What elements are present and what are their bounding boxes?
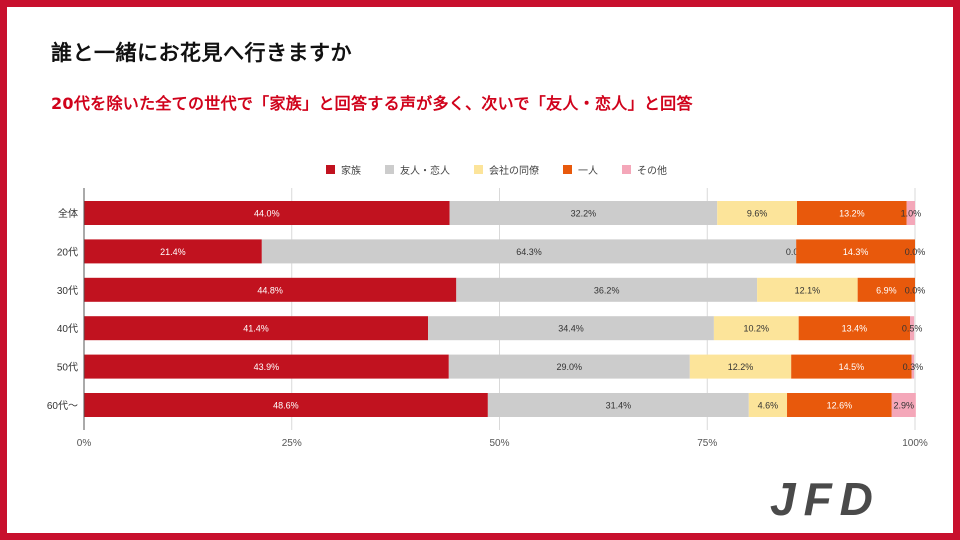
data-label: 9.6% — [747, 209, 768, 219]
legend-label: その他 — [637, 164, 667, 177]
category-label: 50代 — [57, 362, 78, 374]
legend-label: 友人・恋人 — [400, 164, 450, 177]
bar-segment — [787, 393, 892, 417]
data-label: 4.6% — [758, 401, 779, 411]
category-label: 60代〜 — [47, 400, 78, 412]
legend-label: 会社の同僚 — [489, 164, 539, 177]
slide: 誰と一緒にお花見へ行きますか 20代を除いた全ての世代で「家族」と回答する声が多… — [7, 7, 953, 533]
data-label: 34.4% — [558, 324, 584, 334]
data-label: 31.4% — [606, 401, 632, 411]
bar-segment — [911, 354, 915, 379]
data-label: 0.0% — [905, 247, 926, 257]
bar-segment — [428, 316, 714, 341]
data-label: 12.2% — [728, 362, 754, 372]
bar-segment — [261, 239, 797, 264]
category-label: 20代 — [57, 246, 78, 258]
category-label: 40代 — [57, 323, 78, 335]
bar-segment — [84, 239, 262, 264]
bar-segment — [906, 201, 915, 225]
legend-label: 家族 — [341, 164, 361, 177]
legend-label: 一人 — [578, 165, 598, 177]
data-label: 13.4% — [842, 324, 868, 334]
bar-segment — [748, 393, 788, 417]
legend-swatch — [563, 165, 572, 174]
bar-segment — [84, 316, 429, 341]
slide-title: 誰と一緒にお花見へ行きますか — [51, 41, 352, 65]
data-label: 6.9% — [876, 285, 897, 295]
data-label: 48.6% — [273, 401, 299, 411]
data-label: 44.0% — [254, 209, 280, 219]
bar-segment — [757, 277, 858, 302]
bar-segment — [449, 201, 718, 225]
bar-segment — [456, 277, 758, 302]
data-label: 36.2% — [594, 285, 620, 295]
x-tick-label: 100% — [902, 438, 928, 449]
jfd-logo-text: JFD — [770, 475, 881, 523]
data-label: 21.4% — [160, 247, 186, 257]
data-label: 12.6% — [827, 401, 853, 411]
x-tick-label: 50% — [489, 438, 509, 449]
bar-segment — [448, 354, 690, 379]
legend-swatch — [385, 165, 394, 174]
bar-segment — [689, 354, 792, 379]
legend-swatch — [474, 165, 483, 174]
x-tick-label: 75% — [697, 438, 717, 449]
data-label: 10.2% — [744, 324, 770, 334]
bar-segment — [796, 239, 915, 264]
data-label: 41.4% — [243, 324, 269, 334]
bar-segment — [84, 393, 488, 417]
bar-segment — [487, 393, 749, 417]
bar-segment — [713, 316, 799, 341]
x-tick-label: 25% — [282, 438, 302, 449]
bar-segment — [798, 316, 911, 341]
data-label: 43.9% — [254, 362, 280, 372]
data-label: 64.3% — [516, 247, 542, 257]
x-tick-label: 0% — [77, 438, 92, 449]
data-label: 12.1% — [795, 285, 821, 295]
data-label: 0.0% — [905, 285, 926, 295]
data-label: 0.3% — [903, 362, 924, 372]
bar-segment — [857, 277, 915, 302]
category-label: 30代 — [57, 285, 78, 297]
bar-segment — [891, 393, 916, 417]
category-label: 全体 — [58, 207, 78, 220]
data-label: 32.2% — [571, 209, 597, 219]
slide-subtitle: 20代を除いた全ての世代で「家族」と回答する声が多く、次いで「友人・恋人」と回答 — [51, 94, 693, 113]
data-label: 2.9% — [894, 401, 915, 411]
bar-segment — [84, 354, 449, 379]
bar-segment — [84, 277, 457, 302]
bar-segment — [84, 201, 450, 225]
legend-swatch — [326, 165, 335, 174]
bar-segment — [791, 354, 912, 379]
data-label: 1.0% — [901, 209, 922, 219]
data-label: 29.0% — [557, 362, 583, 372]
data-label: 14.5% — [839, 362, 865, 372]
bar-segment — [796, 201, 907, 225]
data-label: 44.8% — [257, 285, 283, 295]
data-label: 14.3% — [843, 247, 869, 257]
legend-swatch — [622, 165, 631, 174]
data-label: 13.2% — [839, 209, 865, 219]
bar-segment — [717, 201, 797, 225]
jfd-logo: JFD — [770, 475, 881, 523]
bar-segment — [910, 316, 915, 341]
data-label: 0.5% — [902, 324, 923, 334]
